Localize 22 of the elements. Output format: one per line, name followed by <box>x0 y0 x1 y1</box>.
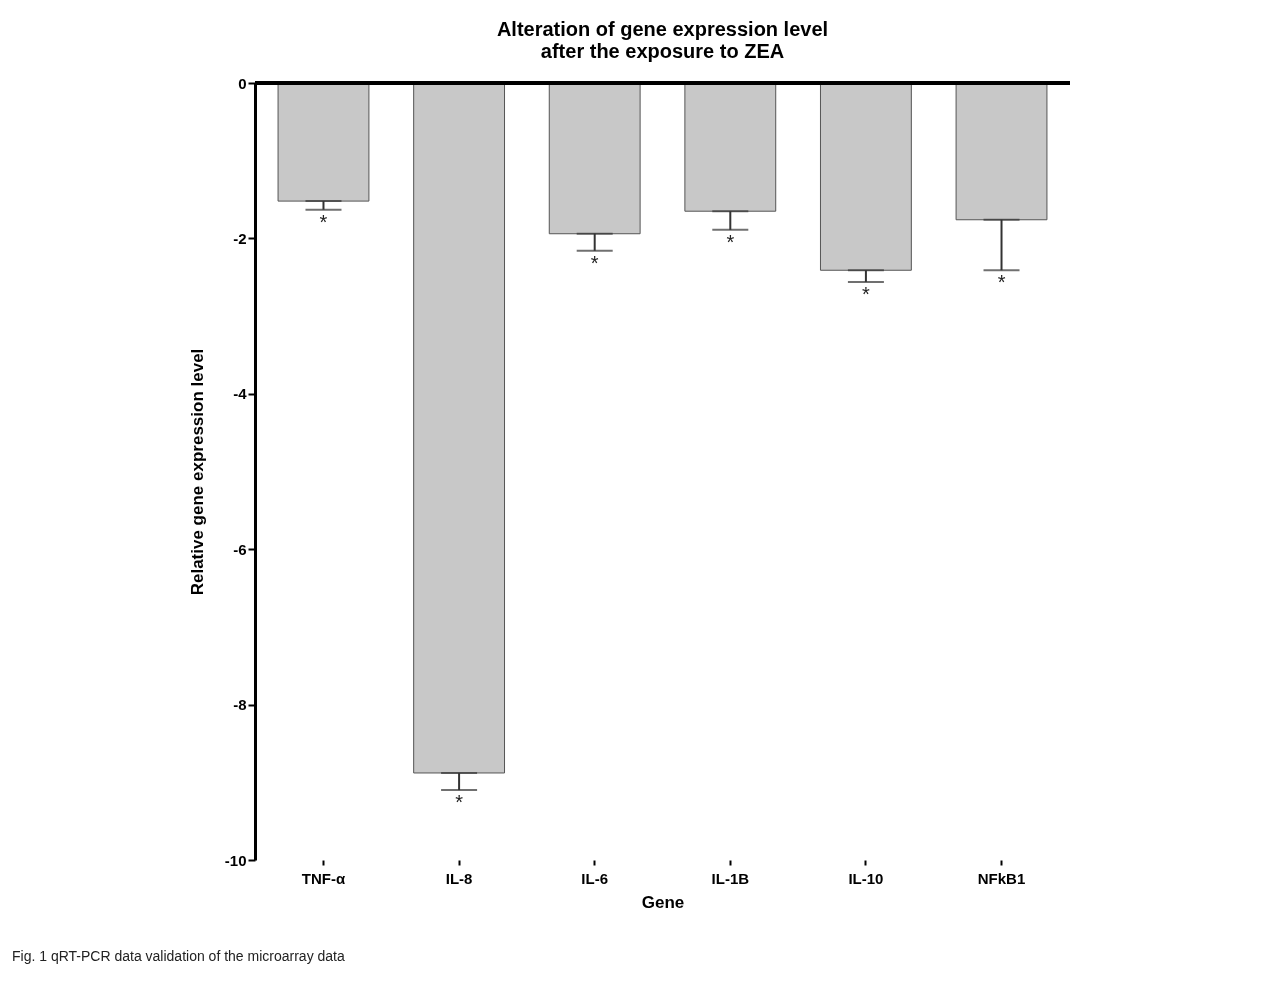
x-tick-label: IL-8 <box>445 869 473 887</box>
annotation: * <box>319 210 328 233</box>
annotation: * <box>997 271 1006 294</box>
x-tick-label: IL-1B <box>711 869 750 887</box>
x-axis-title: Gene <box>641 892 685 912</box>
y-tick-label: 0 <box>238 74 247 92</box>
y-tick-label: -6 <box>233 540 247 558</box>
y-tick-label: -8 <box>233 696 247 714</box>
y-tick-label: -10 <box>224 851 247 869</box>
x-tick-label: TNF-α <box>301 869 346 887</box>
y-tick-label: -2 <box>233 229 247 247</box>
annotation: * <box>862 282 871 305</box>
x-tick-label: IL-6 <box>581 869 609 887</box>
x-tick-label: NFkB1 <box>977 869 1026 887</box>
annotation: * <box>590 251 599 274</box>
y-axis-title: Relative gene expression level <box>187 348 207 596</box>
caption: Fig. 1 qRT-PCR data validation of the microarray data <box>12 948 345 964</box>
x-tick-label: IL-10 <box>848 869 884 887</box>
y-tick-label: -4 <box>233 385 248 403</box>
chart-title: Alteration of gene expression level after the exposure to ZEA <box>496 18 829 62</box>
annotation: * <box>726 230 735 253</box>
annotation: * <box>455 791 464 814</box>
